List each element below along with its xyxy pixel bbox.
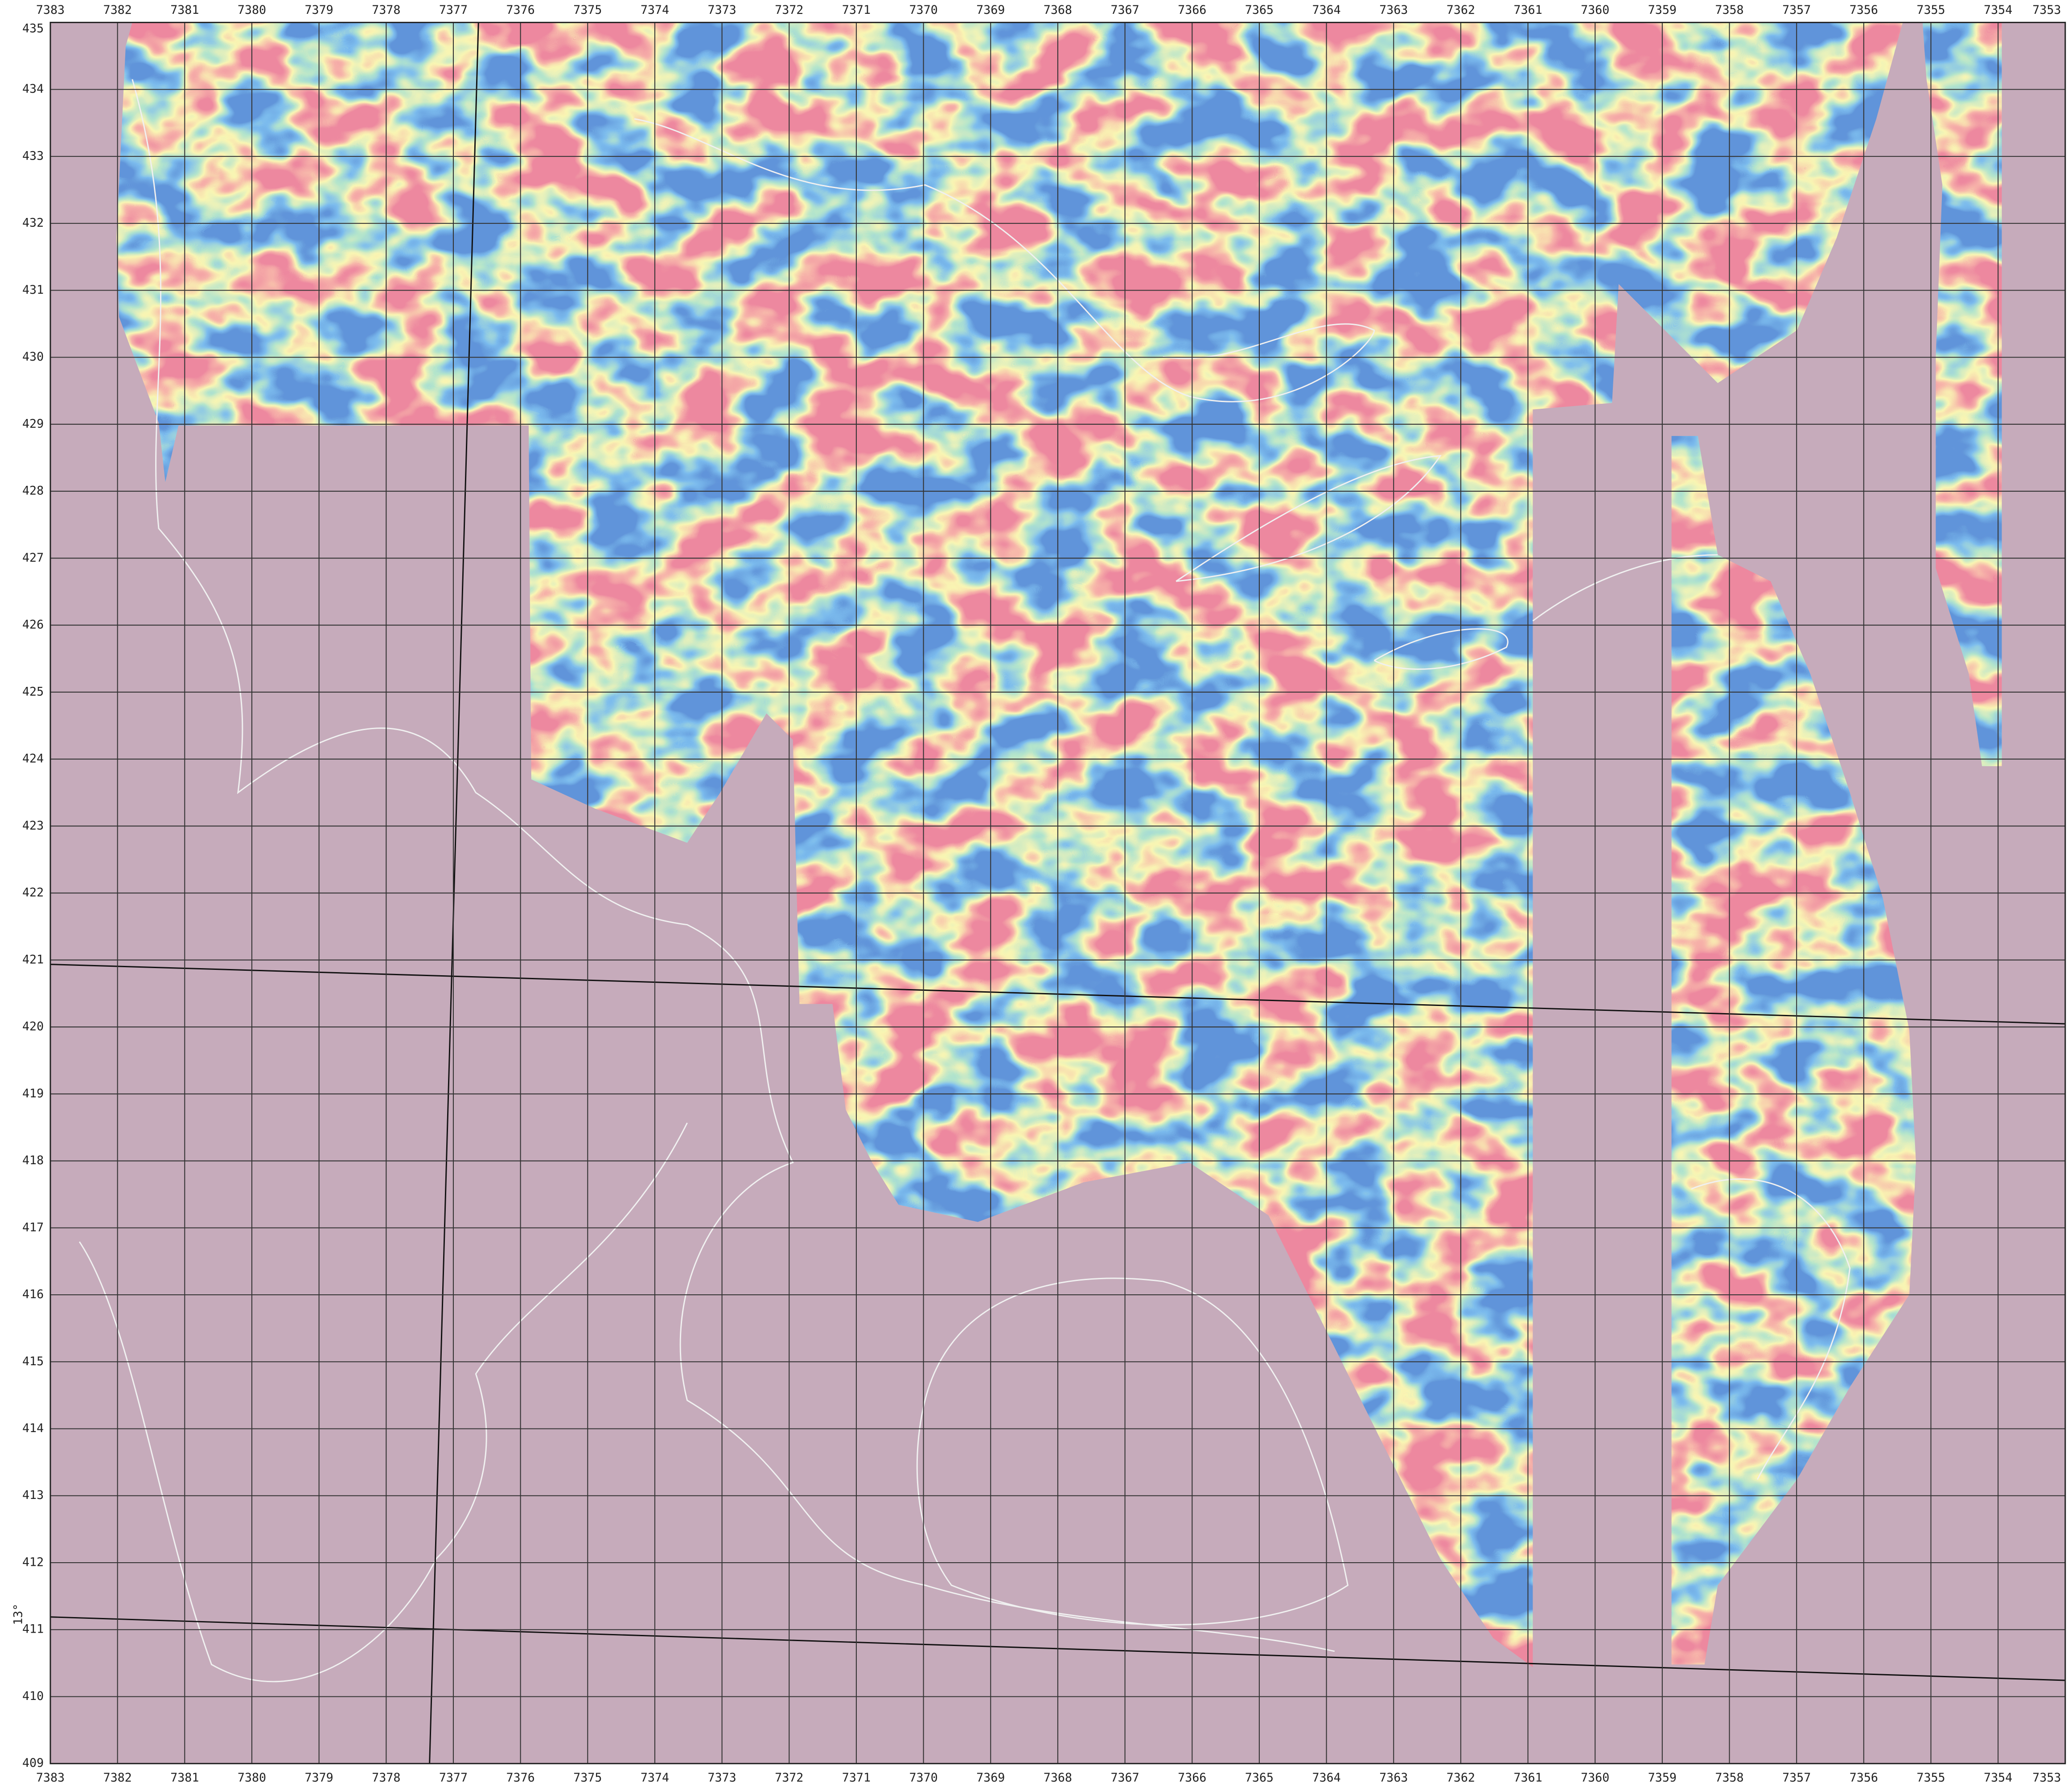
y-tick-label: 431 [22,283,44,297]
x-tick-label: 7356 [1850,3,1878,17]
x-tick-label: 7379 [305,1771,333,1785]
y-tick-label: 410 [22,1689,44,1703]
y-tick-label: 412 [22,1555,44,1569]
x-tick-label: 7375 [573,1771,602,1785]
x-tick-label: 7368 [1044,3,1072,17]
y-tick-label: 418 [22,1154,44,1167]
x-tick-label: 7371 [842,1771,871,1785]
x-tick-label: 7364 [1312,1771,1340,1785]
x-tick-label: 7370 [909,1771,937,1785]
y-tick-label: 413 [22,1488,44,1502]
y-tick-label: 414 [22,1421,44,1435]
y-tick-label: 420 [22,1020,44,1034]
x-tick-label: 7361 [1513,3,1542,17]
x-tick-label: 7365 [1245,1771,1274,1785]
x-tick-label: 7382 [103,3,132,17]
x-tick-label: 7372 [775,3,803,17]
x-tick-label: 7361 [1513,1771,1542,1785]
x-tick-label: 7381 [170,3,199,17]
x-tick-label: 7383 [36,1771,65,1785]
x-tick-label: 7360 [1581,3,1609,17]
side-label: 13° [11,1604,25,1625]
x-tick-label: 7368 [1044,1771,1072,1785]
y-tick-label: 424 [22,752,44,766]
x-tick-label: 7376 [506,3,535,17]
x-tick-label: 7377 [439,3,468,17]
x-tick-label: 7362 [1447,1771,1475,1785]
x-tick-label: 7358 [1715,3,1743,17]
x-tick-label: 7357 [1782,3,1811,17]
y-tick-label: 422 [22,886,44,899]
x-tick-label: 7373 [707,3,736,17]
y-tick-label: 416 [22,1288,44,1301]
frame [49,21,2066,1765]
x-tick-label: 7353 [2032,3,2061,17]
x-tick-label: 7371 [842,3,871,17]
x-tick-label: 7383 [36,3,65,17]
y-tick-label: 435 [22,22,44,36]
x-tick-label: 7363 [1379,1771,1408,1785]
x-tick-label: 7353 [2032,1771,2061,1785]
y-tick-label: 419 [22,1087,44,1100]
x-tick-label: 7370 [909,3,937,17]
y-tick-label: 425 [22,685,44,698]
x-tick-label: 7372 [775,1771,803,1785]
y-tick-label: 411 [22,1622,44,1636]
x-tick-label: 7354 [1984,3,2012,17]
y-tick-label: 428 [22,484,44,498]
x-tick-label: 7382 [103,1771,132,1785]
x-tick-label: 7376 [506,1771,535,1785]
y-tick-label: 409 [22,1756,44,1770]
x-tick-label: 7381 [170,1771,199,1785]
x-tick-label: 7377 [439,1771,468,1785]
x-tick-label: 7378 [372,1771,400,1785]
x-tick-label: 7354 [1984,1771,2012,1785]
x-tick-label: 7373 [707,1771,736,1785]
x-tick-label: 7364 [1312,3,1340,17]
x-tick-label: 7359 [1648,1771,1677,1785]
y-tick-label: 421 [22,952,44,966]
x-tick-label: 7367 [1110,1771,1139,1785]
y-tick-label: 417 [22,1220,44,1234]
x-tick-label: 7375 [573,3,602,17]
x-tick-label: 7378 [372,3,400,17]
grid: 7383 7383 7382 7382 7381 7381 7380 7380 7379 7379… [22,3,2066,1785]
x-tick-label: 7359 [1648,3,1677,17]
x-tick-label: 7355 [1916,1771,1945,1785]
y-tick-label: 432 [22,216,44,230]
x-tick-label: 7374 [641,1771,669,1785]
x-tick-label: 7369 [976,3,1005,17]
x-tick-label: 7366 [1178,1771,1206,1785]
y-tick-label: 423 [22,819,44,833]
x-tick-label: 7362 [1447,3,1475,17]
x-tick-label: 7374 [641,3,669,17]
y-tick-label: 430 [22,350,44,364]
y-tick-label: 429 [22,417,44,431]
y-tick-label: 433 [22,149,44,163]
y-tick-label: 426 [22,618,44,632]
y-tick-label: 415 [22,1355,44,1368]
x-tick-label: 7355 [1916,3,1945,17]
x-tick-label: 7367 [1110,3,1139,17]
x-tick-label: 7356 [1850,1771,1878,1785]
x-tick-label: 7380 [238,1771,266,1785]
y-tick-label: 427 [22,551,44,565]
x-tick-label: 7357 [1782,1771,1811,1785]
x-tick-label: 7366 [1178,3,1206,17]
x-tick-label: 7369 [976,1771,1005,1785]
x-tick-label: 7363 [1379,3,1408,17]
x-tick-label: 7380 [238,3,266,17]
x-tick-label: 7379 [305,3,333,17]
y-tick-label: 434 [22,82,44,96]
x-tick-label: 7358 [1715,1771,1743,1785]
x-tick-label: 7360 [1581,1771,1609,1785]
x-tick-label: 7365 [1245,3,1274,17]
